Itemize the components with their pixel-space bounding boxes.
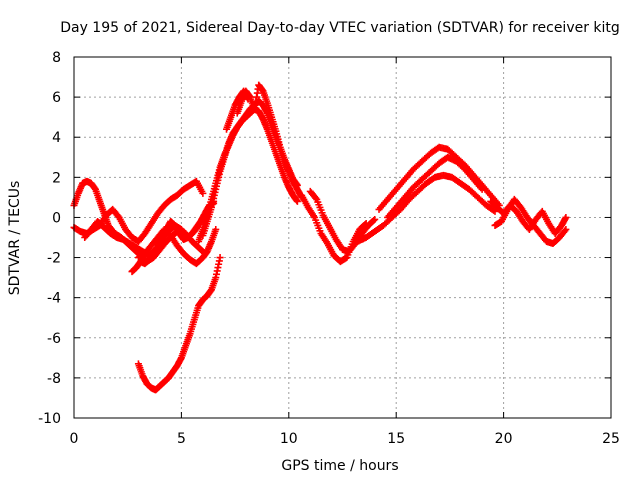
data-point (244, 95, 252, 103)
y-axis-label: SDTVAR / TECUs (7, 181, 23, 296)
y-tick-label: -6 (47, 331, 61, 347)
x-tick-label: 5 (177, 431, 186, 447)
y-tick-label: -2 (47, 251, 61, 267)
data-point (312, 194, 320, 202)
data-point (212, 225, 220, 233)
data-points (70, 81, 570, 394)
series-steep-arc (223, 87, 252, 133)
data-point (199, 189, 207, 197)
data-point (293, 181, 301, 189)
y-tick-label: 4 (52, 130, 61, 146)
y-tick-label: 6 (52, 90, 61, 106)
x-axis-label: GPS time / hours (281, 458, 398, 474)
chart-title: Day 195 of 2021, Sidereal Day-to-day VTE… (60, 20, 620, 36)
x-tick-label: 20 (495, 431, 513, 447)
data-point (371, 215, 379, 223)
data-point (293, 197, 301, 205)
x-tick-label: 15 (387, 431, 405, 447)
data-point (562, 213, 570, 221)
y-tick-label: 0 (52, 210, 61, 226)
x-tick-label: 10 (280, 431, 298, 447)
plot-frame (73, 56, 612, 419)
series-tail-2 (491, 195, 570, 248)
y-tick-label: -10 (38, 411, 61, 427)
series-arc-e (134, 225, 220, 268)
data-point (561, 227, 569, 235)
data-point (370, 216, 378, 224)
data-point (490, 206, 498, 214)
y-tick-label: 2 (52, 170, 61, 186)
data-point (562, 225, 570, 233)
series-second-hump (354, 171, 499, 246)
data-point (216, 254, 224, 262)
series-arc-a (70, 177, 207, 246)
y-tick-label: -8 (47, 371, 61, 387)
x-tick-label: 0 (70, 431, 79, 447)
series-mid-dip-2 (306, 187, 379, 256)
axes: 0 5 10 15 20 25 -10 -8 -6 -4 -2 0 2 4 6 8 (38, 50, 620, 447)
y-tick-label: -4 (47, 291, 61, 307)
series-deep-dip (134, 254, 224, 394)
x-tick-label: 25 (602, 431, 620, 447)
y-tick-label: 8 (52, 50, 61, 66)
series-second-hump-3 (384, 153, 486, 221)
data-point (478, 185, 486, 193)
